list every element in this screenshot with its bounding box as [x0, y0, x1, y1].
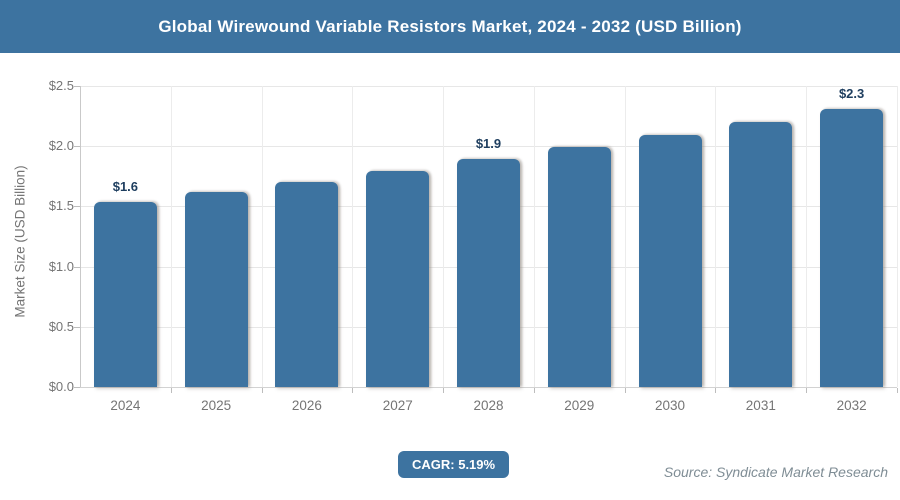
x-axis-tick-label: 2030: [655, 398, 686, 413]
y-axis-tick: [74, 86, 80, 87]
y-axis-tick: [74, 326, 80, 328]
gridline-vertical: [261, 86, 263, 387]
x-axis-line: [80, 387, 897, 388]
bar-2032: [820, 108, 884, 387]
y-axis-title: Market Size (USD Billion): [12, 165, 28, 318]
bar-value-label: $2.3: [838, 85, 865, 101]
bar-value-label: $1.9: [475, 136, 502, 152]
y-axis-tick: [74, 266, 80, 268]
x-axis-tick-label: 2029: [564, 398, 595, 413]
cagr-badge: CAGR: 5.19%: [398, 451, 510, 478]
bar-2030: [638, 135, 702, 387]
x-axis-tick: [443, 388, 445, 393]
y-axis-tick: [74, 387, 80, 388]
x-axis-tick: [715, 388, 717, 393]
x-axis-tick: [533, 388, 535, 393]
y-axis-tick-label: $2.0: [48, 138, 74, 154]
bar-2025: [184, 191, 248, 387]
gridline-vertical: [170, 86, 172, 387]
y-axis-tick: [74, 206, 80, 208]
y-axis-line: [80, 86, 81, 388]
bar-2027: [366, 171, 430, 387]
gridline-vertical: [897, 86, 898, 387]
gridline-vertical: [533, 86, 535, 387]
y-axis-tick-label: $1.0: [48, 258, 74, 274]
gridline-vertical: [624, 86, 626, 387]
y-axis-tick-label: $1.5: [48, 198, 74, 214]
chart-title: Global Wirewound Variable Resistors Mark…: [158, 16, 742, 36]
x-axis-tick-label: 2024: [110, 398, 141, 413]
x-axis-tick-label: 2028: [473, 398, 504, 413]
y-axis-tick-label: $0.0: [48, 379, 74, 394]
x-axis-tick-label: 2025: [201, 398, 232, 413]
gridline-vertical: [443, 86, 445, 387]
x-axis-tick-label: 2031: [745, 398, 776, 413]
y-axis-tick-label: $2.5: [48, 78, 74, 93]
gridline-vertical: [352, 86, 354, 387]
x-axis-tick: [806, 388, 808, 393]
bar-2031: [729, 122, 793, 387]
y-axis-tick: [74, 146, 80, 148]
gridline-horizontal: [80, 146, 897, 148]
x-axis-tick-label: 2027: [382, 398, 413, 413]
gridline-horizontal: [80, 86, 897, 87]
y-axis-tick-label: $0.5: [48, 318, 74, 334]
x-axis-tick: [261, 388, 263, 393]
bar-2029: [547, 147, 611, 387]
bar-2028: [457, 159, 520, 387]
x-axis-tick: [624, 388, 626, 393]
bar-2024: [93, 201, 157, 387]
x-axis-tick: [897, 388, 898, 393]
source-credit: Source: Syndicate Market Research: [663, 464, 888, 480]
x-axis-tick: [170, 388, 172, 393]
chart-header-banner: Global Wirewound Variable Resistors Mark…: [0, 0, 900, 53]
gridline-vertical: [806, 86, 808, 387]
bar-2026: [275, 182, 339, 387]
x-axis-tick: [352, 388, 354, 393]
bar-value-label: $1.6: [112, 178, 139, 194]
x-axis-tick-label: 2032: [836, 398, 867, 413]
x-axis-tick-label: 2026: [291, 398, 322, 413]
gridline-vertical: [715, 86, 717, 387]
